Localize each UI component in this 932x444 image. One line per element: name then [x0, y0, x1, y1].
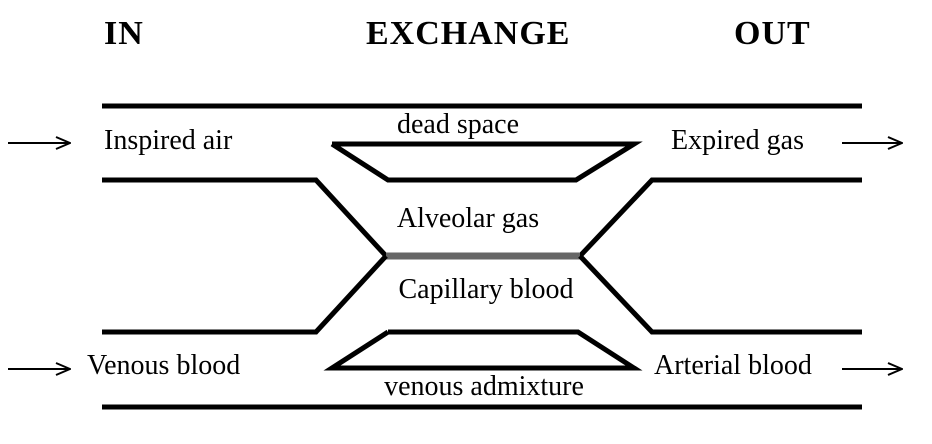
label-venous-admixture: venous admixture: [384, 371, 584, 402]
heading-out: OUT: [734, 15, 811, 52]
vessel-upper-wall-right: [578, 254, 862, 335]
venous-admixture-shunt: [323, 329, 643, 371]
label-venous-blood: Venous blood: [87, 350, 240, 381]
airway-lower-wall: [102, 177, 388, 258]
dead-space-shunt: [330, 141, 643, 183]
vessel-upper-wall: [102, 254, 388, 335]
airway-lower-wall-right: [578, 177, 862, 258]
label-arterial-blood: Arterial blood: [654, 350, 812, 381]
label-capillary-blood: Capillary blood: [399, 274, 574, 305]
label-alveolar-gas: Alveolar gas: [397, 203, 539, 234]
heading-exchange: EXCHANGE: [366, 15, 570, 52]
label-inspired-air: Inspired air: [104, 125, 233, 156]
label-dead-space: dead space: [397, 109, 519, 140]
heading-in: IN: [104, 15, 144, 52]
label-expired-gas: Expired gas: [671, 125, 804, 156]
